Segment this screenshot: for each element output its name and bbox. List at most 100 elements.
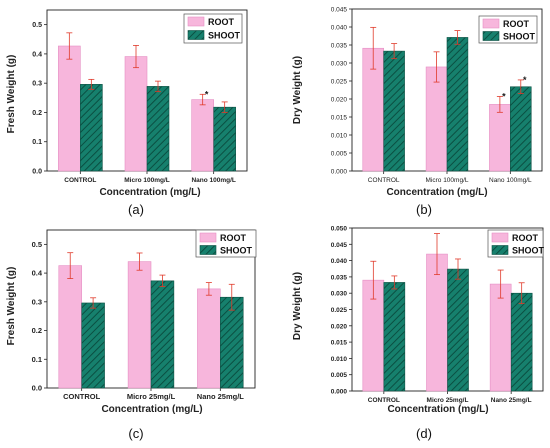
panel-c-ylabel: Fresh Weight (g) — [6, 267, 17, 346]
panel-a-bar-root — [124, 56, 148, 172]
panel-d-ytick-label: 0.030 — [331, 291, 348, 298]
panel-d-bar-shoot — [510, 292, 533, 392]
panel-a-ytick-label: 0.0 — [32, 169, 42, 176]
panel-b: 0.000 0.005 0.010 0.015 0.020 0.025 0.030 0.035… — [292, 7, 543, 217]
panel-c-label: (c) — [128, 426, 143, 441]
panel-b-ytick-label: 0.040 — [331, 25, 348, 32]
panel-b-bar-shoot — [383, 50, 405, 172]
panel-c-ytick-label: 0.5 — [32, 240, 42, 249]
panel-a-legend-label: ROOT — [208, 17, 235, 27]
panel-c-ytick-label: 0.3 — [32, 297, 42, 306]
panel-a-legend-swatch-root — [187, 16, 205, 27]
panel-a: 0.0 0.1 0.2 0.3 0.4 0.5 CONTROL Micro 100mg/L Na… — [6, 9, 248, 217]
panel-c-category-label: CONTROL — [63, 392, 100, 401]
panel-c-ytick-label: 0.1 — [32, 355, 42, 364]
panel-b-ytick-label: 0.010 — [331, 133, 348, 140]
panel-a-label: (a) — [128, 202, 144, 217]
panel-b-ytick-label: 0.030 — [331, 61, 348, 68]
panel-b-legend-swatch-root — [482, 18, 500, 29]
panel-d-xlabel: Concentration (mg/L) — [387, 404, 488, 415]
panel-b-legend-label: SHOOT — [503, 32, 536, 42]
panel-c-bar-shoot — [150, 280, 175, 389]
panel-c-bar-root — [197, 288, 221, 389]
panel-c-category-label: Micro 25mg/L — [127, 392, 176, 401]
panel-b-bar-root — [489, 104, 511, 172]
panel-c-bar-root — [58, 265, 82, 389]
panel-c-legend-label: SHOOT — [220, 246, 253, 256]
panel-c-legend-swatch-root — [199, 232, 217, 243]
panel-d-ytick-label: 0.035 — [331, 274, 348, 281]
panel-a-xlabel: Concentration (mg/L) — [99, 187, 200, 198]
panel-d-category-label: Micro 25mg/L — [427, 397, 469, 404]
panel-d-ytick-label: 0.025 — [331, 307, 348, 314]
panel-d-ylabel: Dry Weight (g) — [292, 272, 303, 340]
panel-d-label: (d) — [416, 426, 432, 441]
panel-a-bar-shoot — [146, 86, 170, 172]
panel-b-marks: 0.000 0.005 0.010 0.015 0.020 0.025 0.030 0.035… — [331, 7, 543, 184]
panel-a-category-label: Micro 100mg/L — [124, 177, 170, 184]
panel-b-legend-swatch-shoot — [482, 31, 500, 41]
panel-d-ytick-label: 0.015 — [331, 340, 348, 347]
panel-a-legend-label: SHOOT — [208, 31, 241, 41]
panel-d-category-label: Nano 25mg/L — [491, 397, 532, 404]
panel-a-bar-shoot — [80, 84, 103, 172]
panel-d-legend-swatch-root — [491, 232, 509, 243]
panel-b-bar-shoot — [510, 86, 532, 172]
panel-c: 0.0 0.1 0.2 0.3 0.4 0.5 CONTROL Micro 25mg/L Nan… — [6, 229, 257, 441]
panel-d-bar-shoot — [447, 268, 469, 392]
panel-a-ytick-label: 0.1 — [32, 139, 42, 146]
panel-a-ytick-label: 0.4 — [32, 51, 42, 58]
panel-b-significance-marker: * — [502, 91, 506, 101]
panel-d-ytick-label: 0.050 — [331, 226, 348, 233]
panel-b-significance-marker: * — [523, 75, 527, 85]
panel-a-bar-root — [191, 99, 214, 172]
panel-a-category-label: Nano 100mg/L — [191, 177, 235, 184]
panel-b-category-label: Nano 100mg/L — [489, 177, 532, 184]
panel-c-legend-swatch-shoot — [199, 245, 217, 255]
panel-a-ylabel: Fresh Weight (g) — [6, 55, 17, 134]
panel-a-legend-swatch-shoot — [187, 30, 205, 40]
panel-a-ytick-label: 0.5 — [32, 22, 42, 29]
panel-b-legend-label: ROOT — [503, 19, 530, 29]
panel-c-legend-label: ROOT — [220, 233, 247, 243]
panel-b-ytick-label: 0.025 — [331, 79, 348, 86]
panel-d-ytick-label: 0.040 — [331, 258, 348, 265]
panel-a-significance-marker: * — [205, 89, 209, 99]
panel-a-marks: 0.0 0.1 0.2 0.3 0.4 0.5 CONTROL Micro 100mg/L Na… — [32, 9, 248, 184]
panel-c-category-label: Nano 25mg/L — [197, 392, 245, 401]
panel-b-bar-shoot — [446, 37, 469, 172]
panel-b-ytick-label: 0.045 — [331, 7, 348, 14]
panel-d-ytick-label: 0.010 — [331, 356, 348, 363]
panel-a-bar-root — [58, 45, 81, 172]
panel-b-ytick-label: 0.015 — [331, 115, 348, 122]
panel-d-ytick-label: 0.005 — [331, 372, 348, 379]
panel-d: 0.000 0.005 0.010 0.015 0.020 0.025 0.030 0.035… — [292, 226, 545, 442]
panel-b-category-label: CONTROL — [368, 177, 400, 184]
panel-c-xlabel: Concentration (mg/L) — [101, 404, 202, 415]
panel-d-legend-swatch-shoot — [491, 245, 509, 255]
panel-c-ytick-label: 0.2 — [32, 326, 42, 335]
panel-d-category-label: CONTROL — [368, 397, 400, 404]
panel-d-legend-label: ROOT — [512, 233, 539, 243]
panel-a-ytick-label: 0.3 — [32, 81, 42, 88]
panel-d-ytick-label: 0.000 — [331, 389, 348, 396]
panel-b-ytick-label: 0.000 — [331, 169, 348, 176]
panel-c-bar-shoot — [81, 302, 105, 389]
panel-a-bar-shoot — [213, 106, 236, 172]
panel-d-bar-root — [489, 283, 512, 392]
panel-c-ytick-label: 0.0 — [32, 384, 42, 393]
panel-b-ytick-label: 0.035 — [331, 43, 348, 50]
panel-c-marks: 0.0 0.1 0.2 0.3 0.4 0.5 CONTROL Micro 25mg/L Nan… — [32, 229, 257, 401]
panel-b-xlabel: Concentration (mg/L) — [386, 187, 487, 198]
panel-d-ytick-label: 0.020 — [331, 323, 348, 330]
panel-b-ytick-label: 0.020 — [331, 97, 348, 104]
panel-c-ytick-label: 0.4 — [32, 269, 43, 278]
panel-a-category-label: CONTROL — [64, 177, 96, 184]
panel-b-label: (b) — [416, 202, 432, 217]
panel-d-bar-shoot — [383, 282, 406, 392]
panel-d-marks: 0.000 0.005 0.010 0.015 0.020 0.025 0.030 0.035… — [331, 226, 545, 405]
panel-c-bar-root — [127, 261, 152, 389]
panel-b-bar-root — [425, 66, 448, 172]
panel-d-legend-label: SHOOT — [512, 246, 545, 256]
